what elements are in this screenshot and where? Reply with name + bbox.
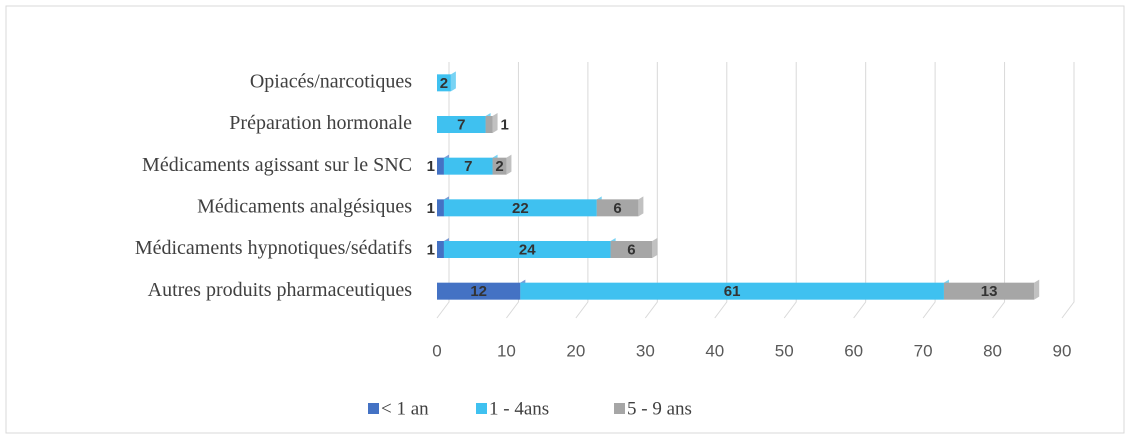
bar-segment — [520, 282, 944, 300]
grid-line — [922, 62, 936, 319]
grid-line — [436, 62, 450, 319]
x-tick-label: 80 — [983, 341, 1002, 360]
data-label: 22 — [512, 200, 529, 217]
data-label: 12 — [470, 283, 487, 300]
grid-line — [1061, 62, 1075, 319]
legend-label: 5 - 9 ans — [627, 398, 692, 419]
bar-depth — [506, 154, 512, 175]
x-tick-label: 90 — [1053, 341, 1072, 360]
grid-line — [575, 62, 589, 319]
x-tick-label: 0 — [432, 341, 441, 360]
bar-segment — [437, 241, 444, 258]
category-label: Préparation hormonale — [229, 112, 412, 134]
bar-depth — [638, 196, 644, 217]
data-label: 7 — [464, 158, 472, 175]
grid-line — [992, 62, 1006, 319]
bar-depth — [492, 113, 498, 133]
x-tick-label: 60 — [844, 341, 863, 360]
data-label: 6 — [627, 241, 635, 258]
grid-line — [783, 62, 797, 319]
bar-segment — [437, 157, 444, 175]
data-label: 6 — [613, 200, 621, 217]
chart-border — [5, 5, 1125, 434]
legend-swatch — [476, 403, 487, 414]
category-label: Médicaments agissant sur le SNC — [142, 154, 412, 176]
data-label: 7 — [457, 116, 465, 133]
data-label: 2 — [495, 158, 503, 175]
legend-label: 1 - 4ans — [489, 398, 549, 419]
category-label: Autres produits pharmaceutiques — [148, 279, 413, 301]
bar-segment — [437, 116, 486, 133]
category-label: Opiacés/narcotiques — [250, 70, 412, 92]
bar-segment — [485, 116, 493, 133]
bar-depth — [652, 238, 658, 258]
bar-segment — [443, 241, 611, 258]
bar-segment — [492, 157, 507, 175]
legend-swatch — [368, 403, 379, 414]
data-label: 2 — [440, 75, 448, 92]
legend-label: < 1 an — [381, 398, 429, 419]
data-label: 13 — [981, 283, 998, 300]
data-label: 61 — [724, 283, 741, 300]
x-tick-label: 20 — [566, 341, 585, 360]
x-tick-label: 30 — [636, 341, 655, 360]
data-label: 1 — [427, 158, 435, 175]
category-label: Médicaments hypnotiques/sédatifs — [135, 237, 412, 259]
bar-segment — [437, 282, 521, 300]
bar-segment — [596, 199, 639, 217]
x-tick-label: 10 — [497, 341, 516, 360]
x-tick-label: 50 — [775, 341, 794, 360]
bar-segment — [443, 199, 597, 217]
bar-segment — [943, 282, 1035, 300]
grid-line — [853, 62, 867, 319]
data-label: 24 — [519, 241, 536, 258]
grid-line — [644, 62, 658, 319]
data-label: 1 — [427, 200, 435, 217]
category-label: Médicaments analgésiques — [197, 195, 412, 217]
data-label: 1 — [501, 116, 509, 133]
bar-segment — [610, 241, 653, 258]
bar-segment — [437, 74, 451, 92]
grid-line — [714, 62, 728, 319]
data-label: 1 — [427, 241, 435, 258]
bar-segment — [443, 157, 493, 175]
bar-depth — [450, 71, 456, 92]
legend-swatch — [614, 403, 625, 414]
grid-line — [506, 62, 519, 319]
bar-depth — [1034, 279, 1040, 300]
bar-segment — [437, 199, 444, 217]
x-tick-label: 70 — [914, 341, 933, 360]
x-tick-label: 40 — [705, 341, 724, 360]
